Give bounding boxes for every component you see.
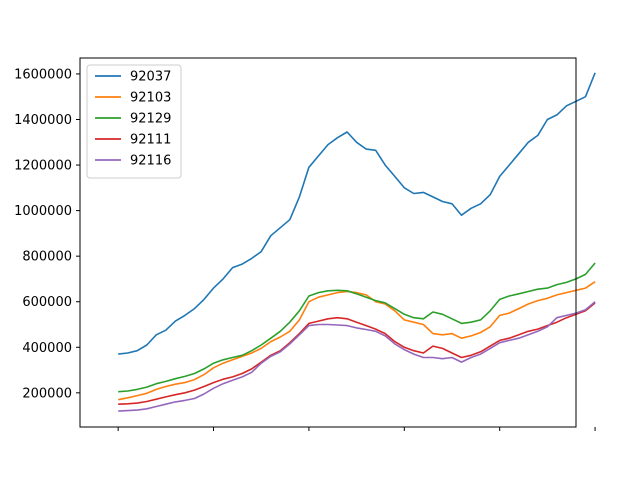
series-layer	[118, 72, 596, 412]
legend: 92037 92103 92129 92111 92116	[86, 64, 182, 179]
legend-box	[86, 64, 182, 179]
series-line-92037	[118, 72, 596, 355]
y-tick-label: 800000	[22, 250, 72, 265]
y-tick-label: 1600000	[14, 67, 72, 82]
plot-frame	[79, 57, 577, 428]
legend-label-92129: 92129	[130, 112, 171, 127]
y-tick-label: 200000	[22, 386, 72, 401]
axis-ticks: 200000 400000 600000 800000 1000000 1200000 14…	[14, 67, 596, 431]
legend-label-92103: 92103	[130, 91, 171, 106]
series-line-92129	[118, 262, 596, 393]
y-tick-label: 400000	[22, 341, 72, 356]
legend-label-92111: 92111	[130, 133, 171, 148]
series-line-92103	[118, 281, 596, 401]
y-tick-label: 1200000	[14, 159, 72, 174]
series-line-92111	[118, 302, 596, 405]
series-line-92116	[118, 301, 596, 412]
y-tick-label: 1400000	[14, 113, 72, 128]
legend-label-92037: 92037	[130, 70, 171, 85]
y-tick-label: 1000000	[14, 204, 72, 219]
legend-label-92116: 92116	[130, 154, 171, 169]
y-tick-label: 600000	[22, 295, 72, 310]
